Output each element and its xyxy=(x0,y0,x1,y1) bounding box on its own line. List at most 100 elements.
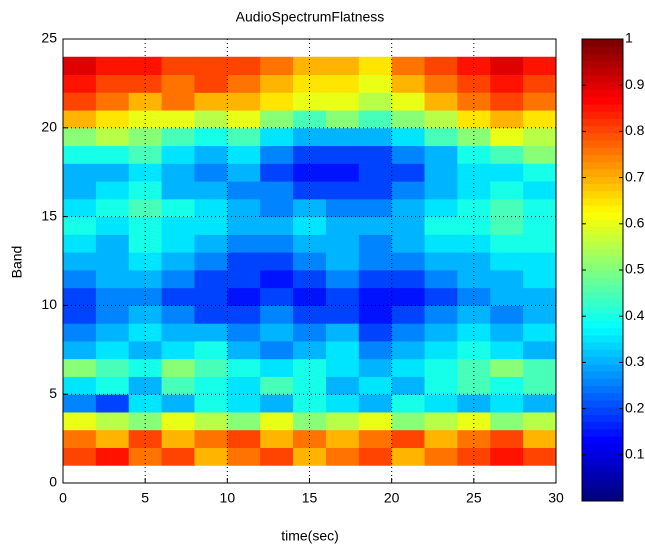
heatmap-cell xyxy=(260,411,294,431)
heatmap-cell xyxy=(95,269,130,289)
heatmap-cell xyxy=(523,216,557,235)
heatmap-cell xyxy=(358,269,393,289)
heatmap-cell xyxy=(523,358,557,377)
heatmap-cell xyxy=(424,198,458,218)
colorbar-swatch xyxy=(582,154,623,163)
heatmap-cell xyxy=(161,181,195,200)
colorbar-swatch xyxy=(582,334,623,343)
heatmap-cell xyxy=(325,216,360,235)
heatmap-cell xyxy=(194,198,228,218)
heatmap-cell xyxy=(293,429,327,448)
heatmap-cell xyxy=(95,340,130,360)
colorbar-swatch xyxy=(582,190,623,199)
heatmap-cell xyxy=(358,411,393,431)
colorbar-swatch xyxy=(582,457,623,466)
heatmap-cell xyxy=(161,145,195,164)
heatmap-cell xyxy=(95,110,130,129)
heatmap-cell xyxy=(490,429,524,448)
heatmap-cell xyxy=(391,56,426,76)
heatmap-cell xyxy=(523,447,557,466)
heatmap-cell xyxy=(523,376,557,395)
colorbar-tick-label: 1 xyxy=(625,30,633,46)
heatmap-cell xyxy=(358,92,393,111)
heatmap-cell xyxy=(391,92,426,111)
heatmap-cell xyxy=(95,74,130,93)
heatmap-cell xyxy=(523,269,557,289)
heatmap-cell xyxy=(391,358,426,377)
heatmap-cell xyxy=(194,92,228,111)
heatmap-cell xyxy=(490,394,524,413)
heatmap-cell xyxy=(424,269,458,289)
colorbar-swatch xyxy=(582,118,623,127)
heatmap-cell xyxy=(391,216,426,235)
colorbar-swatch xyxy=(582,472,623,480)
heatmap-cell xyxy=(358,252,393,271)
heatmap-cell xyxy=(63,56,97,76)
heatmap-cell xyxy=(194,127,228,147)
colorbar-swatch xyxy=(582,464,623,473)
heatmap-cell xyxy=(128,163,163,182)
colorbar-swatch xyxy=(582,233,623,242)
heatmap-cell xyxy=(457,145,491,164)
heatmap-cell xyxy=(194,252,228,271)
heatmap-cell xyxy=(63,376,97,395)
heatmap-cell xyxy=(260,376,294,395)
colorbar-swatch xyxy=(582,89,623,98)
heatmap-cell xyxy=(227,127,261,147)
heatmap-cell xyxy=(358,110,393,129)
heatmap-cell xyxy=(358,216,393,235)
colorbar-swatch xyxy=(582,320,623,329)
heatmap-cell xyxy=(260,287,294,306)
heatmap-cell xyxy=(227,340,261,360)
heatmap-cell xyxy=(95,56,130,76)
x-tick-label: 10 xyxy=(220,490,236,506)
heatmap-cell xyxy=(358,323,393,342)
chart-title: AudioSpectrumFlatness xyxy=(236,9,385,25)
heatmap-cell xyxy=(227,394,261,413)
heatmap-cell xyxy=(490,56,524,76)
colorbar-tick-label: 0.8 xyxy=(625,122,645,138)
heatmap-cell xyxy=(490,110,524,129)
heatmap-cell xyxy=(391,127,426,147)
heatmap-cell xyxy=(325,447,360,466)
heatmap-cell xyxy=(358,145,393,164)
heatmap-cell xyxy=(457,429,491,448)
heatmap-cell xyxy=(63,127,97,147)
heatmap-cell xyxy=(227,110,261,129)
heatmap-cell xyxy=(227,163,261,182)
colorbar-swatch xyxy=(582,270,623,278)
heatmap-cell xyxy=(128,252,163,271)
colorbar-swatch xyxy=(582,493,623,502)
colorbar-swatch xyxy=(582,421,623,430)
heatmap-cell xyxy=(63,269,97,289)
heatmap-cell xyxy=(457,323,491,342)
heatmap-cell xyxy=(260,181,294,200)
heatmap-cell xyxy=(227,376,261,395)
heatmap-cell xyxy=(391,394,426,413)
heatmap-cell xyxy=(227,323,261,342)
heatmap-cell xyxy=(161,358,195,377)
heatmap-cell xyxy=(161,163,195,182)
heatmap-cell xyxy=(194,163,228,182)
colorbar-swatch xyxy=(582,82,623,91)
heatmap-cell xyxy=(161,305,195,324)
heatmap-cell xyxy=(457,287,491,306)
heatmap-cell xyxy=(523,340,557,360)
heatmap-cell xyxy=(63,429,97,448)
colorbar-swatch xyxy=(582,39,623,47)
x-axis-label: time(sec) xyxy=(281,528,339,544)
heatmap-cell xyxy=(391,340,426,360)
heatmap-cell xyxy=(523,110,557,129)
heatmap-cell xyxy=(325,145,360,164)
colorbar-swatch xyxy=(582,349,623,358)
heatmap-cell xyxy=(227,429,261,448)
heatmap-cell xyxy=(293,216,327,235)
heatmap-cell xyxy=(325,358,360,377)
colorbar-swatch xyxy=(582,248,623,257)
heatmap-cell xyxy=(95,252,130,271)
heatmap-cell xyxy=(227,145,261,164)
heatmap-cell xyxy=(194,394,228,413)
heatmap-cell xyxy=(227,92,261,111)
colorbar-swatch xyxy=(582,103,623,112)
heatmap-cell xyxy=(358,429,393,448)
